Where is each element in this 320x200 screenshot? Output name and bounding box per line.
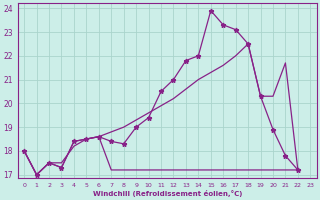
X-axis label: Windchill (Refroidissement éolien,°C): Windchill (Refroidissement éolien,°C) [92,190,242,197]
